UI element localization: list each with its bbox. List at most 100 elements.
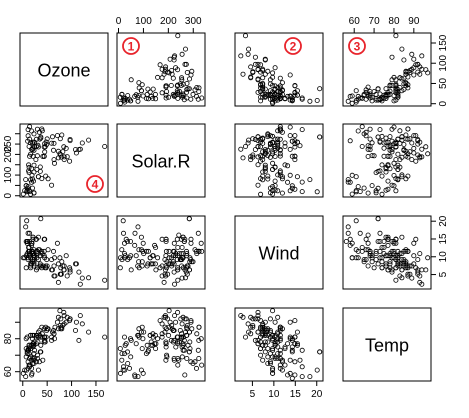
data-point	[26, 244, 32, 250]
data-point	[34, 265, 40, 271]
data-point	[413, 265, 419, 271]
data-point	[125, 360, 131, 366]
data-point	[155, 74, 161, 80]
data-point	[179, 77, 185, 83]
data-point	[42, 149, 48, 155]
panel-ozone-vs-temp	[342, 32, 432, 107]
data-point	[166, 324, 172, 330]
data-point	[373, 170, 379, 176]
tick-label: 90	[408, 16, 420, 27]
data-point	[198, 240, 204, 246]
data-point	[267, 329, 273, 335]
panel-temp-vs-ozone	[19, 307, 109, 382]
data-point	[267, 360, 273, 366]
data-point	[51, 331, 57, 337]
data-point	[258, 98, 264, 104]
data-point	[32, 355, 38, 361]
data-point	[272, 91, 278, 97]
data-point	[166, 248, 172, 254]
data-point	[393, 86, 399, 92]
data-point	[385, 267, 391, 273]
tick-label: 0	[116, 16, 122, 27]
data-point	[292, 144, 298, 150]
data-point	[122, 351, 128, 357]
data-point	[270, 332, 276, 338]
data-point	[166, 332, 172, 338]
data-point	[299, 179, 305, 185]
data-point	[171, 355, 177, 361]
data-point	[23, 374, 29, 380]
data-point	[385, 89, 391, 95]
data-point	[240, 314, 246, 320]
data-point	[379, 162, 385, 168]
data-point	[143, 351, 149, 357]
data-point	[289, 375, 295, 381]
data-point	[409, 157, 415, 163]
data-point	[51, 263, 57, 269]
data-point	[317, 86, 323, 92]
data-point	[345, 224, 351, 230]
data-point	[385, 242, 391, 248]
data-point	[411, 253, 417, 259]
data-point	[52, 273, 58, 279]
data-point	[33, 143, 39, 149]
data-point	[167, 56, 173, 62]
data-point	[267, 133, 273, 139]
data-point	[174, 334, 180, 340]
data-point	[86, 137, 92, 143]
tick-label: 100	[63, 389, 80, 400]
data-point	[403, 248, 409, 254]
data-point	[199, 362, 205, 368]
data-point	[272, 178, 278, 184]
data-point	[122, 251, 128, 257]
data-point	[289, 349, 295, 355]
data-point	[265, 339, 271, 345]
data-point	[170, 259, 176, 265]
data-point	[195, 96, 201, 102]
data-point	[403, 136, 409, 142]
data-point	[172, 53, 178, 59]
data-point	[262, 166, 268, 172]
data-point	[383, 135, 389, 141]
data-point	[55, 314, 61, 320]
data-point	[41, 236, 47, 242]
data-point	[377, 127, 383, 133]
data-point	[144, 91, 150, 97]
data-point	[42, 339, 48, 345]
data-point	[282, 344, 288, 350]
data-point	[140, 336, 146, 342]
data-point	[55, 279, 61, 285]
data-point	[31, 162, 37, 168]
data-point	[287, 336, 293, 342]
data-point	[175, 362, 181, 368]
data-point	[417, 71, 423, 77]
data-point	[250, 69, 256, 75]
panel-frame	[116, 307, 206, 382]
panel-wind-vs-solar-r	[116, 215, 206, 290]
data-point	[363, 133, 369, 139]
data-point	[187, 346, 193, 352]
data-point	[181, 238, 187, 244]
data-point	[349, 172, 355, 178]
data-point	[44, 326, 50, 332]
data-point	[265, 176, 271, 182]
data-point	[381, 145, 387, 151]
data-point	[102, 334, 108, 340]
data-point	[353, 88, 359, 94]
tick-label: 15	[438, 233, 449, 245]
data-point	[369, 140, 375, 146]
data-point	[272, 339, 278, 345]
data-point	[391, 248, 397, 254]
data-point	[287, 146, 293, 152]
data-point	[41, 326, 47, 332]
data-point	[387, 147, 393, 153]
data-point	[51, 147, 57, 153]
data-point	[272, 164, 278, 170]
data-point	[379, 191, 385, 197]
data-point	[373, 251, 379, 257]
data-point	[123, 236, 129, 242]
data-point	[292, 359, 298, 365]
data-point	[401, 57, 407, 63]
data-point	[147, 89, 153, 95]
